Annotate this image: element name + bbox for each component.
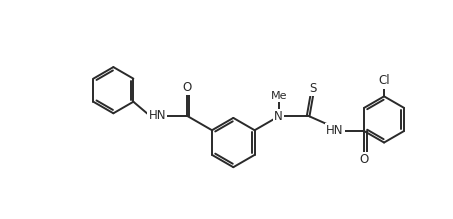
Text: HN: HN <box>326 124 343 138</box>
Text: O: O <box>182 81 191 94</box>
Text: Cl: Cl <box>378 74 390 87</box>
Text: N: N <box>274 110 283 123</box>
Text: S: S <box>309 82 317 95</box>
Text: O: O <box>359 153 369 166</box>
Text: HN: HN <box>149 109 166 122</box>
Text: Me: Me <box>270 91 287 101</box>
